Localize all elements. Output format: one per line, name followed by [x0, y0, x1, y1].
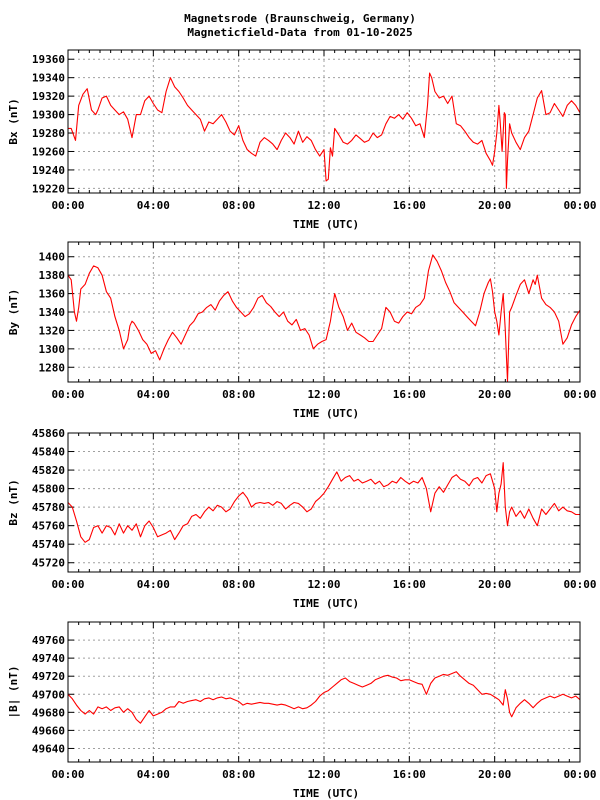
- x-tick-label: 00:00: [51, 388, 84, 401]
- y-tick-label: 49720: [32, 670, 65, 683]
- x-tick-label: 20:00: [478, 578, 511, 591]
- y-tick-label: 49640: [32, 742, 65, 755]
- y-tick-label: 49660: [32, 724, 65, 737]
- y-axis-label: Bz (nT): [7, 479, 20, 525]
- y-tick-label: 45740: [32, 538, 65, 551]
- x-tick-label: 00:00: [563, 578, 596, 591]
- plot-frame: [67, 49, 581, 194]
- y-tick-label: 45820: [32, 464, 65, 477]
- y-tick-label: 19280: [32, 127, 65, 140]
- y-tick-label: 1360: [39, 288, 66, 301]
- panel-bz: 45720 45740 45760 45780 45800 45820 45840 45860…: [7, 427, 597, 610]
- page-title: Magnetsrode (Braunschweig, Germany) Magn…: [0, 12, 600, 40]
- y-tick-label: 19340: [32, 72, 65, 85]
- y-tick-label: 45860: [32, 427, 65, 440]
- title-line-2: Magneticfield-Data from 01-10-2025: [187, 26, 413, 39]
- y-tick-label: 49740: [32, 652, 65, 665]
- x-tick-label: 08:00: [222, 578, 255, 591]
- y-tick-label: 45840: [32, 446, 65, 459]
- y-tick-label: 19320: [32, 90, 65, 103]
- plot-frame: [67, 621, 581, 763]
- x-tick-label: 08:00: [222, 768, 255, 781]
- x-tick-label: 16:00: [393, 768, 426, 781]
- y-tick-label: 1300: [39, 343, 66, 356]
- x-tick-label: 04:00: [137, 199, 170, 212]
- y-tick-label: 19360: [32, 53, 65, 66]
- y-tick-label: 19260: [32, 145, 65, 158]
- x-axis-label: TIME (UTC): [293, 597, 359, 610]
- x-axis-label: TIME (UTC): [293, 218, 359, 231]
- y-tick-label: 1280: [39, 361, 66, 374]
- x-tick-label: 04:00: [137, 768, 170, 781]
- panel-babs: 49640 49660 49680 49700 49720 49740 49760 00:00…: [7, 621, 597, 800]
- x-tick-label: 04:00: [137, 578, 170, 591]
- x-tick-label: 20:00: [478, 199, 511, 212]
- x-tick-label: 12:00: [307, 388, 340, 401]
- panel-by: 1280 1300 1320 1340 1360 1380 1400 00:00 04:00 08…: [7, 241, 597, 420]
- y-tick-label: 1380: [39, 269, 66, 282]
- y-tick-label: 45760: [32, 520, 65, 533]
- x-tick-label: 16:00: [393, 578, 426, 591]
- x-tick-label: 00:00: [51, 578, 84, 591]
- x-tick-label: 12:00: [307, 578, 340, 591]
- title-line-1: Magnetsrode (Braunschweig, Germany): [184, 12, 416, 25]
- panel-bx: 19220 19240 19260 19280 19300 19320 19340 19360…: [7, 49, 597, 231]
- x-tick-label: 16:00: [393, 199, 426, 212]
- x-tick-label: 08:00: [222, 199, 255, 212]
- y-tick-label: 45720: [32, 557, 65, 570]
- x-axis-label: TIME (UTC): [293, 787, 359, 800]
- x-tick-label: 20:00: [478, 388, 511, 401]
- x-tick-label: 16:00: [393, 388, 426, 401]
- y-axis-label: By (nT): [7, 289, 20, 335]
- plot-frame: [67, 241, 581, 383]
- x-tick-label: 00:00: [563, 768, 596, 781]
- y-tick-label: 19240: [32, 164, 65, 177]
- y-tick-label: 45780: [32, 501, 65, 514]
- x-axis-label: TIME (UTC): [293, 407, 359, 420]
- x-tick-label: 00:00: [563, 388, 596, 401]
- y-axis-label: |B| (nT): [7, 666, 20, 719]
- y-tick-label: 19300: [32, 109, 65, 122]
- plot-frame: [67, 432, 581, 573]
- x-tick-label: 12:00: [307, 199, 340, 212]
- data-trace: [68, 72, 580, 189]
- data-trace: [68, 671, 580, 724]
- x-tick-label: 08:00: [222, 388, 255, 401]
- y-tick-label: 1400: [39, 251, 66, 264]
- x-tick-label: 12:00: [307, 768, 340, 781]
- x-tick-label: 20:00: [478, 768, 511, 781]
- y-tick-label: 1340: [39, 306, 66, 319]
- x-tick-label: 00:00: [51, 199, 84, 212]
- y-tick-label: 1320: [39, 324, 66, 337]
- x-tick-label: 04:00: [137, 388, 170, 401]
- x-tick-label: 00:00: [51, 768, 84, 781]
- data-trace: [68, 462, 580, 543]
- y-tick-label: 49700: [32, 688, 65, 701]
- y-tick-label: 19220: [32, 182, 65, 195]
- y-axis-label: Bx (nT): [7, 98, 20, 144]
- data-trace: [68, 254, 580, 382]
- x-tick-label: 00:00: [563, 199, 596, 212]
- y-tick-label: 49680: [32, 706, 65, 719]
- y-tick-label: 45800: [32, 483, 65, 496]
- y-tick-label: 49760: [32, 634, 65, 647]
